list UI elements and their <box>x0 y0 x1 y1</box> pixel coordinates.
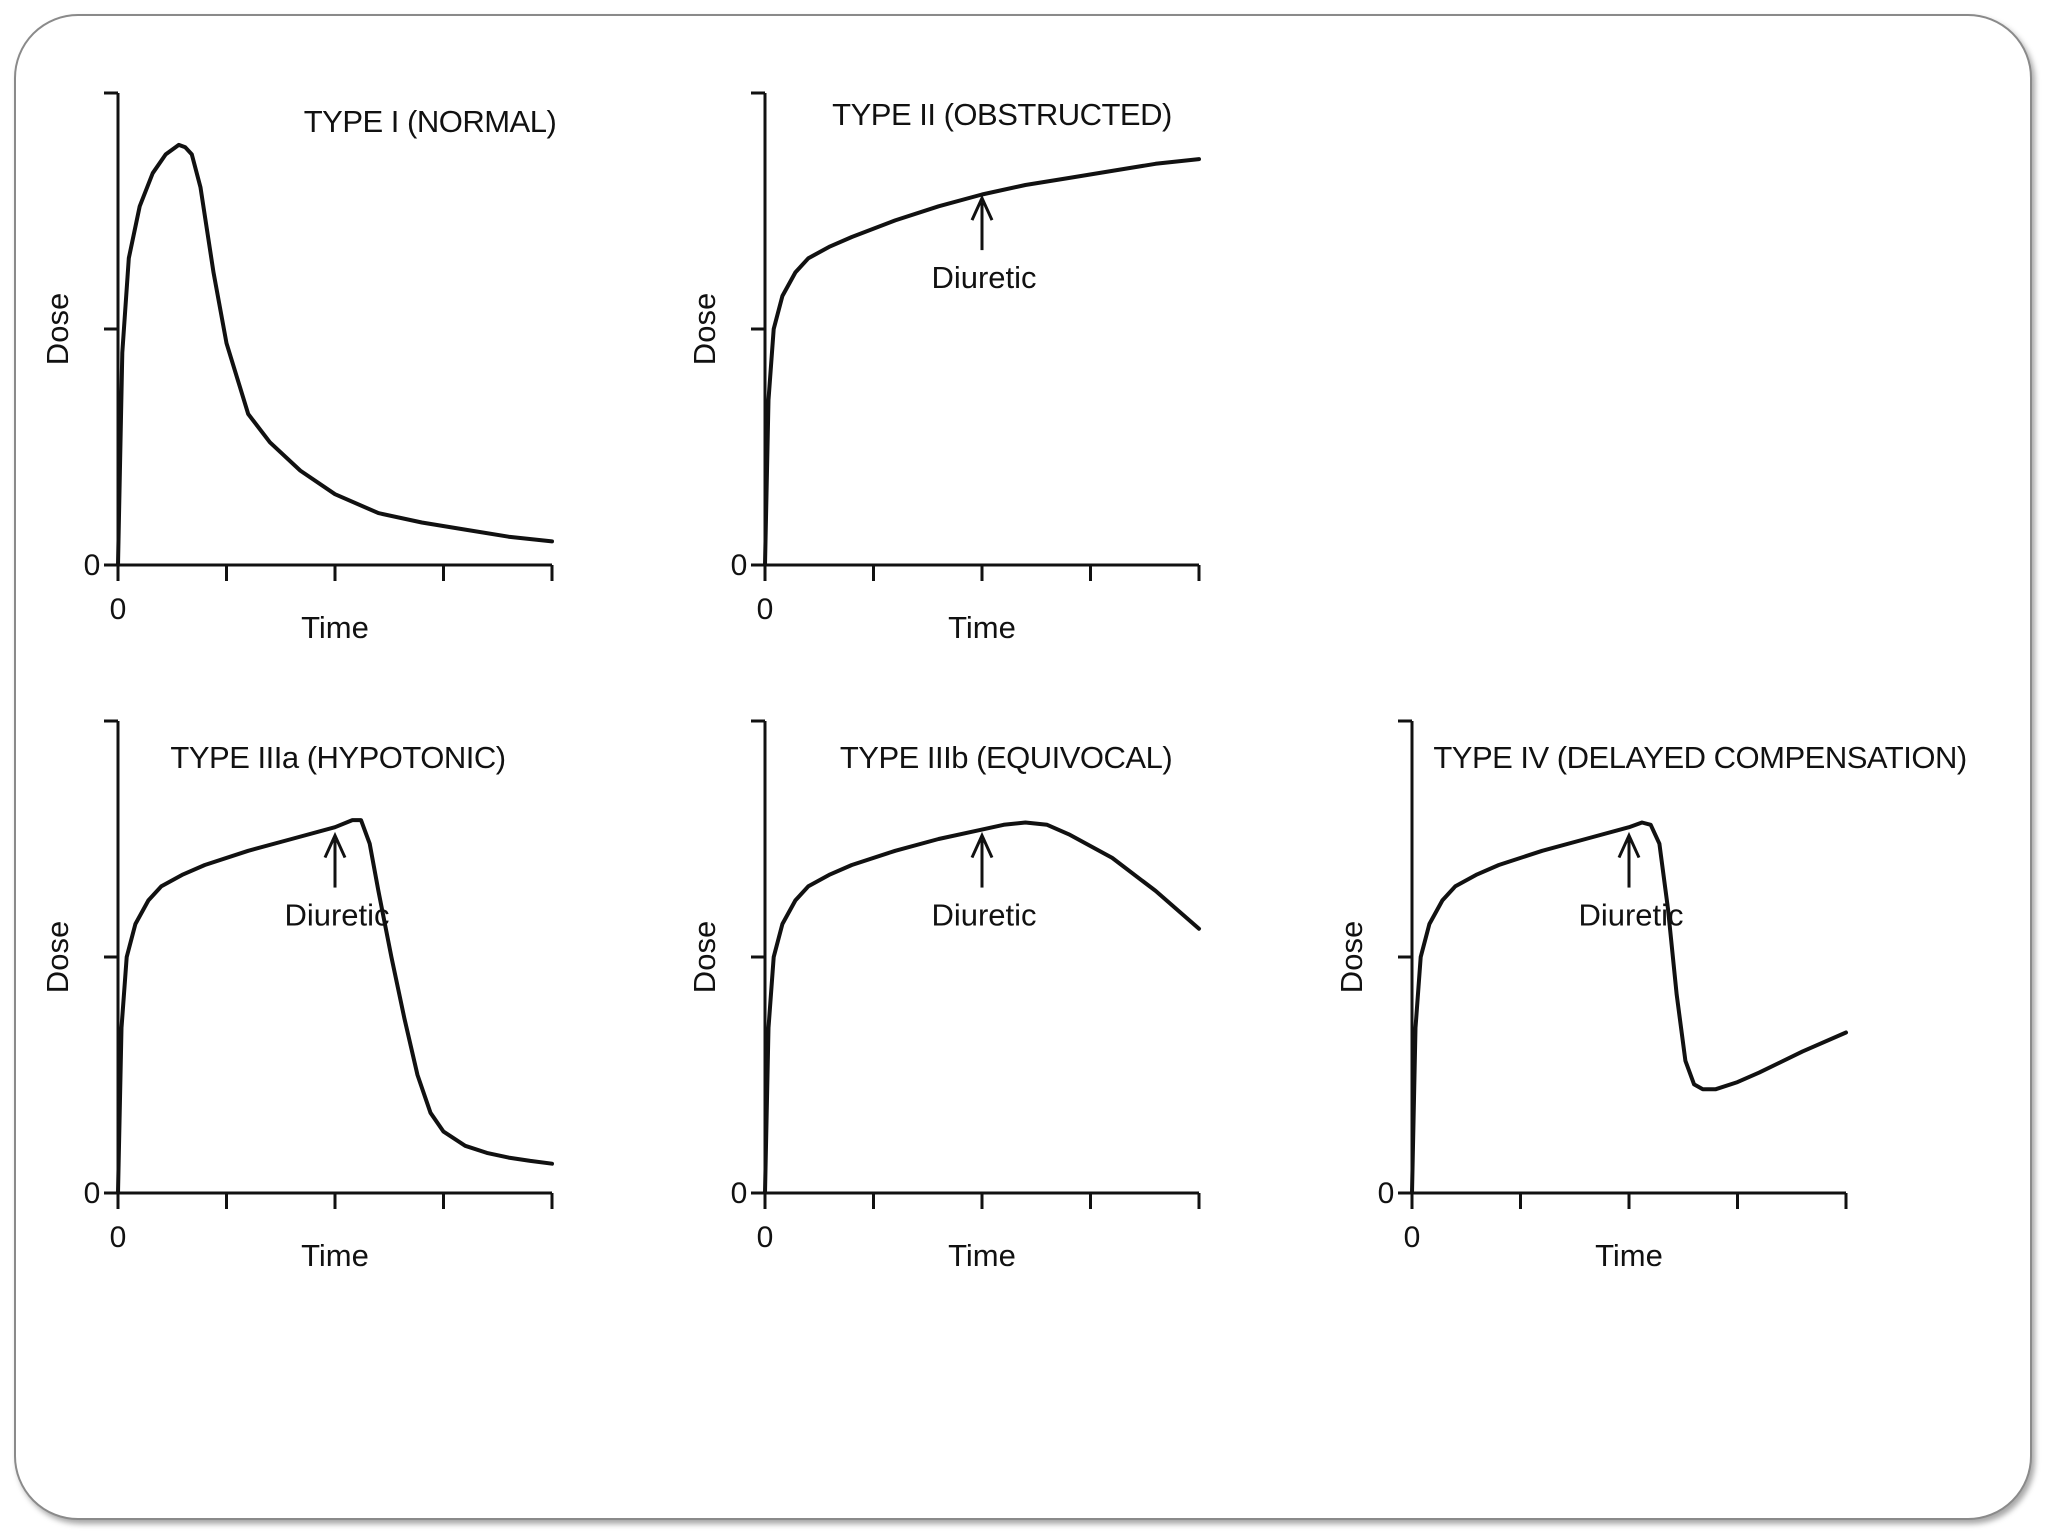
y-tick-label-0: 0 <box>731 1177 748 1210</box>
y-tick-label-0: 0 <box>84 1177 101 1210</box>
x-tick-label-0: 0 <box>757 593 774 626</box>
y-axis-label: Dose <box>40 921 75 993</box>
chart-type-i-normal: 00 Time Dose TYPE I (NORMAL) <box>40 91 557 645</box>
diuretic-arrow <box>1617 831 1641 888</box>
chart-type-iv-delayed-compensation: 00 Time Dose TYPE IV (DELAYED COMPENSATION)… <box>1334 719 1967 1273</box>
x-tick-label-0: 0 <box>110 593 127 626</box>
chart-type-ii-obstructed: 00 Time Dose TYPE II (OBSTRUCTED) Diuretic <box>687 91 1201 645</box>
x-axis-label: Time <box>948 1238 1016 1273</box>
dose-curve <box>116 818 554 1195</box>
diuretic-arrow <box>970 194 994 251</box>
y-axis-label: Dose <box>40 293 75 365</box>
y-axis-label: Dose <box>687 293 722 365</box>
x-axis-label: Time <box>1595 1238 1663 1273</box>
arrow-head <box>970 194 994 221</box>
y-tick-label-0: 0 <box>731 549 748 582</box>
y-axis-label: Dose <box>687 921 722 993</box>
diuretic-arrow <box>323 831 347 888</box>
x-axis-label: Time <box>948 610 1016 645</box>
chart-title: TYPE II (OBSTRUCTED) <box>832 97 1172 132</box>
chart-title: TYPE IIIb (EQUIVOCAL) <box>840 740 1172 775</box>
diuretic-label: Diuretic <box>284 898 389 933</box>
slide-frame <box>14 14 2032 1520</box>
dose-curve <box>763 157 1201 567</box>
y-axis-label: Dose <box>1334 921 1369 993</box>
arrow-head <box>1617 831 1641 859</box>
x-axis-label: Time <box>301 610 369 645</box>
chart-title: TYPE IV (DELAYED COMPENSATION) <box>1433 740 1966 775</box>
chart-title: TYPE IIIa (HYPOTONIC) <box>170 740 505 775</box>
chart-type-iiia-hypotonic: 00 Time Dose TYPE IIIa (HYPOTONIC) Diuretic <box>40 719 554 1273</box>
diuretic-arrow <box>970 831 994 888</box>
diuretic-label: Diuretic <box>1578 898 1683 933</box>
arrow-head <box>970 831 994 859</box>
chart-type-iiib-equivocal: 00 Time Dose TYPE IIIb (EQUIVOCAL) Diuretic <box>687 719 1201 1273</box>
chart-title: TYPE I (NORMAL) <box>304 104 557 139</box>
x-axis-label: Time <box>301 1238 369 1273</box>
x-tick-label-0: 0 <box>110 1221 127 1254</box>
diuretic-label: Diuretic <box>931 898 1036 933</box>
y-tick-label-0: 0 <box>1378 1177 1395 1210</box>
y-tick-label-0: 0 <box>84 549 101 582</box>
x-tick-label-0: 0 <box>1404 1221 1421 1254</box>
x-tick-label-0: 0 <box>757 1221 774 1254</box>
dose-curve <box>763 820 1201 1195</box>
dose-curve <box>116 142 554 567</box>
dose-curve <box>1410 820 1848 1195</box>
diuretic-label: Diuretic <box>931 260 1036 295</box>
arrow-head <box>323 831 347 859</box>
